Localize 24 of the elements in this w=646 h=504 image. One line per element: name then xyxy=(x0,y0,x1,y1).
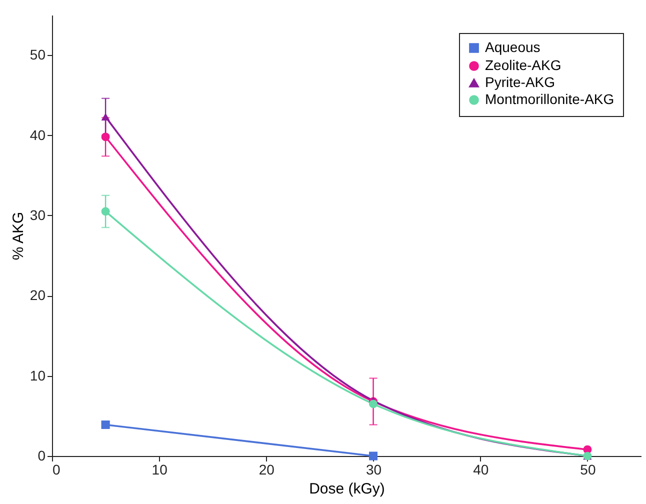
y-tick-label: 50 xyxy=(30,46,46,63)
legend-label: Zeolite-AKG xyxy=(485,57,562,73)
legend-label: Montmorillonite-AKG xyxy=(485,91,614,107)
y-tick-label: 20 xyxy=(30,287,46,304)
point xyxy=(369,452,378,460)
point xyxy=(369,400,378,408)
x-tick-label: 10 xyxy=(152,462,168,478)
legend-label: Pyrite-AKG xyxy=(485,74,556,90)
legend-label: Aqueous xyxy=(485,39,540,55)
x-axis-title: Dose (kGy) xyxy=(309,480,385,498)
x-tick-label: 50 xyxy=(580,462,596,478)
x-tick-label: 30 xyxy=(366,462,382,478)
x-tick-label: 0 xyxy=(52,462,60,478)
point xyxy=(101,132,110,142)
point xyxy=(101,207,110,216)
x-tick-label: 20 xyxy=(258,462,275,478)
x-tick-label: 40 xyxy=(473,462,489,478)
y-tick-label: 30 xyxy=(30,206,46,223)
y-tick-label: 0 xyxy=(38,448,46,464)
y-tick-label: 40 xyxy=(30,126,46,143)
point xyxy=(101,420,110,429)
y-tick-label: 10 xyxy=(30,367,46,384)
y-axis-title: % AKG xyxy=(10,212,27,260)
point xyxy=(101,113,110,120)
